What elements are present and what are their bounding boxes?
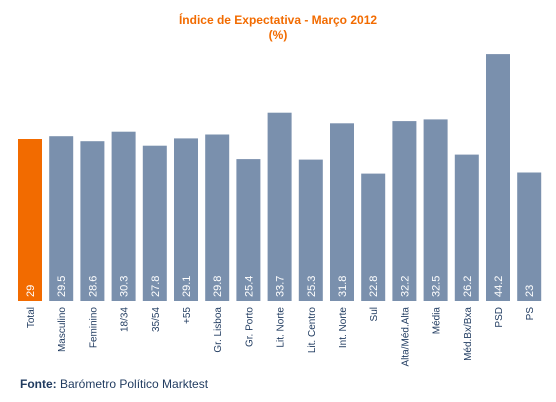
value-label-9: 25.3 [306, 276, 318, 297]
bar-14 [454, 154, 479, 301]
source-text: Barómetro Político Marktest [60, 377, 209, 391]
bar-1 [49, 136, 74, 301]
bar-2 [80, 141, 105, 301]
category-label-16: PS [525, 307, 536, 321]
category-label-10: Int. Norte [338, 307, 349, 349]
chart-title: Índice de Expectativa - Março 2012 (%) [0, 13, 556, 43]
bar-0 [18, 139, 42, 301]
value-label-2: 28.6 [87, 276, 99, 297]
bars-group [18, 54, 542, 302]
value-label-8: 33.7 [275, 276, 287, 297]
bar-10 [330, 123, 354, 301]
category-label-15: PSD [494, 307, 505, 328]
category-label-11: Sul [369, 307, 380, 321]
category-label-3: 18/34 [120, 307, 131, 332]
bar-15 [486, 54, 510, 301]
category-label-0: Total [26, 307, 37, 328]
category-label-13: Média [432, 307, 443, 335]
bar-11 [361, 173, 386, 301]
category-label-5: +55 [182, 307, 193, 324]
bar-5 [174, 138, 198, 301]
bar-3 [111, 131, 136, 301]
value-labels-group: 29 29.5 28.6 30.3 27.8 29.1 29.8 25.4 33.7 25.3 31… [25, 276, 536, 297]
chart-subtitle: (%) [268, 28, 288, 42]
category-label-6: Gr. Lisboa [213, 307, 224, 353]
category-label-4: 35/54 [151, 307, 162, 332]
value-label-12: 32.2 [399, 276, 411, 297]
bar-7 [236, 159, 261, 301]
value-label-5: 29.1 [181, 276, 193, 297]
category-label-9: Lit. Centro [307, 307, 318, 354]
category-label-2: Feminino [88, 307, 99, 349]
value-label-7: 25.4 [243, 276, 255, 297]
bar-6 [205, 134, 230, 301]
bar-4 [142, 145, 167, 301]
chart-title-text: Índice de Expectativa - Março 2012 [178, 13, 378, 27]
value-label-16: 23 [524, 285, 536, 297]
value-label-4: 27.8 [150, 276, 162, 297]
value-label-10: 31.8 [337, 276, 349, 297]
category-label-12: Alta/Méd.Alta [400, 307, 411, 367]
value-label-1: 29.5 [56, 276, 68, 297]
value-label-11: 22.8 [368, 276, 380, 297]
bar-9 [298, 159, 323, 301]
value-label-13: 32.5 [431, 276, 443, 297]
value-label-14: 26.2 [462, 276, 474, 297]
category-label-14: Méd.Bx/Bxa [463, 307, 474, 361]
category-label-1: Masculino [57, 307, 68, 352]
bar-16 [517, 172, 542, 301]
value-label-0: 29 [25, 285, 37, 297]
value-label-15: 44.2 [493, 276, 505, 297]
bar-13 [423, 119, 448, 302]
bar-8 [267, 112, 292, 301]
category-label-7: Gr. Porto [244, 307, 255, 347]
source-note: Fonte: Barómetro Político Marktest [20, 377, 208, 391]
value-label-6: 29.8 [212, 276, 224, 297]
category-label-8: Lit. Norte [276, 307, 287, 348]
source-label: Fonte: [20, 377, 57, 391]
category-labels-group: Total Masculino Feminino 18/34 35/54 +55 Gr. L… [26, 307, 536, 367]
bar-12 [392, 121, 417, 301]
value-label-3: 30.3 [119, 276, 131, 297]
